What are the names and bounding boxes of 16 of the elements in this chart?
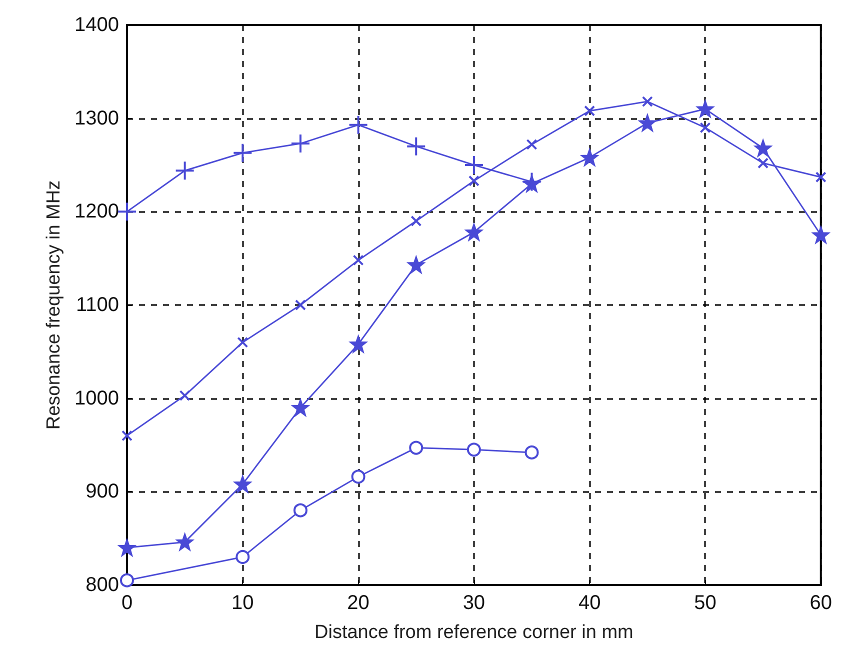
x-tick-label: 20 [347, 592, 370, 614]
y-tick-label: 1400 [74, 14, 119, 36]
x-axis-title: Distance from reference corner in mm [314, 622, 634, 643]
x-tick-label: 30 [462, 592, 486, 614]
y-tick-label: 900 [86, 480, 119, 503]
y-tick-label: 1000 [74, 387, 119, 410]
x-tick-label: 60 [810, 592, 832, 614]
y-tick-label: 1300 [74, 107, 119, 130]
y-tick-label: 800 [86, 574, 119, 596]
x-tick-label: 0 [121, 592, 133, 614]
x-tick-label: 50 [694, 592, 716, 614]
y-tick-label: 1100 [76, 294, 119, 316]
y-tick-label: 1200 [74, 200, 119, 223]
x-tick-label: 10 [232, 592, 254, 614]
x-tick-label: 40 [578, 592, 601, 614]
y-axis-title: Resonance frequency in MHz [44, 180, 65, 430]
